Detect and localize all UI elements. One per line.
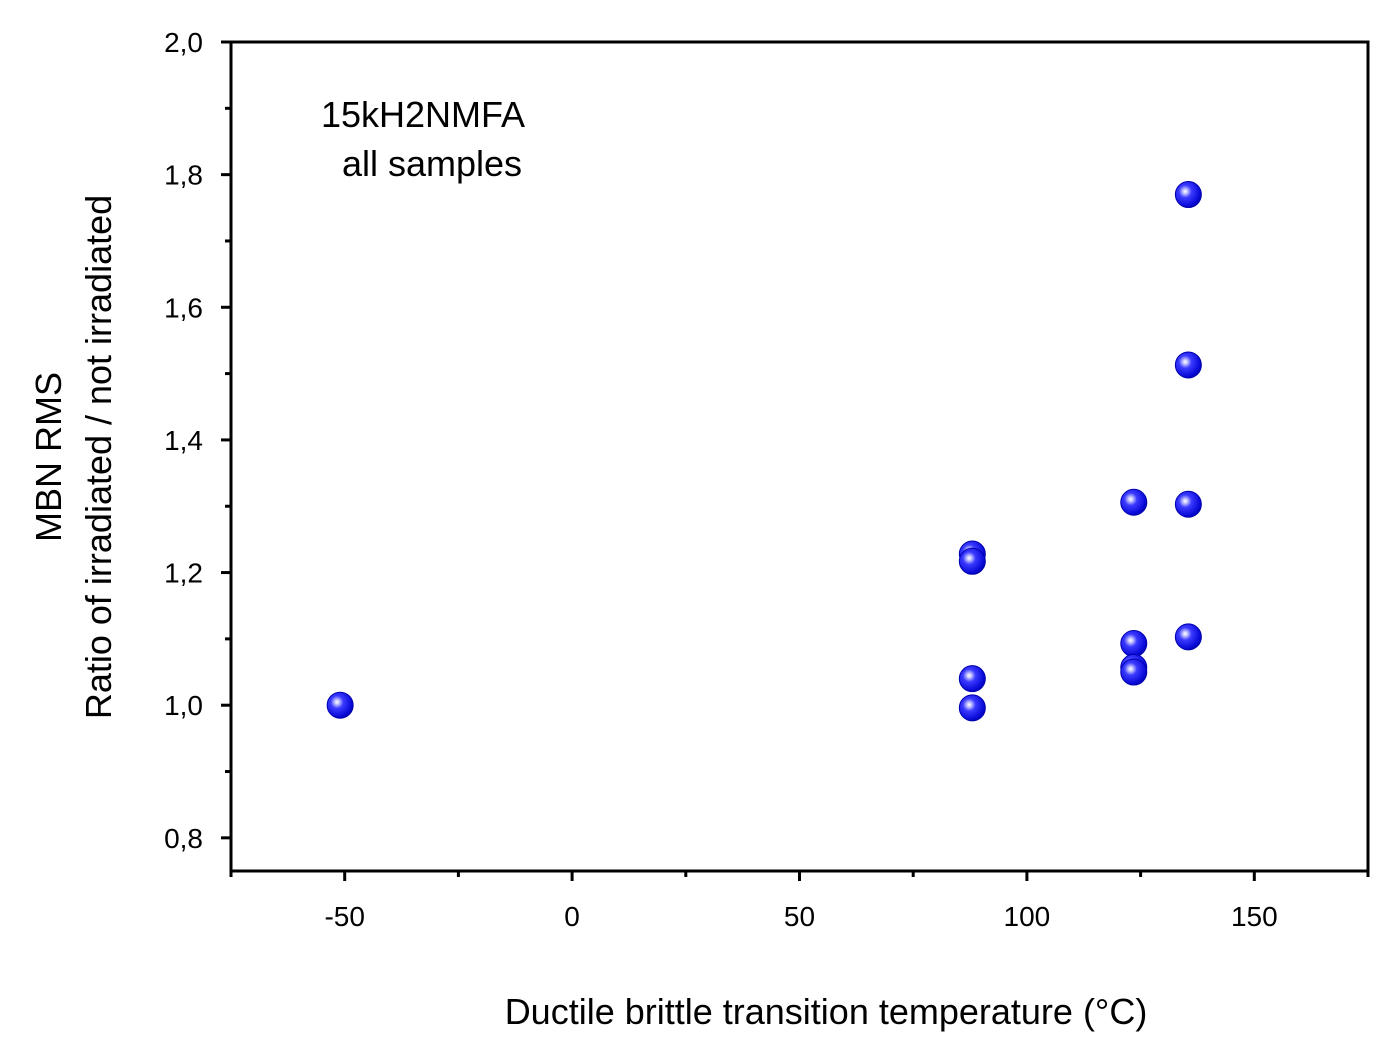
data-point [958,547,986,575]
y-axis-title-line-1: MBN RMS [28,372,69,542]
y-tick-label: 1,4 [164,425,203,456]
data-point [1174,623,1202,651]
y-axis-title-line-2: Ratio of irradiated / not irradiated [78,195,119,719]
y-tick-label: 1,6 [164,292,203,323]
x-tick-label: -50 [324,901,364,932]
data-point [1174,490,1202,518]
x-tick-label: 50 [784,901,815,932]
y-tick-label: 1,2 [164,558,203,589]
y-tick-label: 1,8 [164,160,203,191]
annotation-line-2: all samples [342,143,522,184]
data-point [958,665,986,693]
x-axis-title: Ductile brittle transition temperature (… [505,991,1148,1032]
data-point [1174,351,1202,379]
y-axis-tick-labels: 0,8 1,0 1,2 1,4 1,6 1,8 2,0 [164,27,203,854]
annotation-line-1: 15kH2NMFA [321,94,525,135]
data-point [326,691,354,719]
data-point [958,694,986,722]
data-points [326,181,1202,722]
y-axis-ticks [221,40,231,840]
data-point [1174,181,1202,209]
data-point [1120,630,1148,658]
x-tick-label: 100 [1004,901,1051,932]
data-point [1120,658,1148,686]
x-tick-label: 150 [1231,901,1278,932]
y-tick-label: 1,0 [164,690,203,721]
y-tick-label: 2,0 [164,27,203,58]
x-axis-ticks [229,871,1370,881]
y-tick-label: 0,8 [164,823,203,854]
x-axis-tick-labels: -50 0 50 100 150 [324,901,1277,932]
x-tick-label: 0 [564,901,580,932]
data-point [1120,488,1148,516]
